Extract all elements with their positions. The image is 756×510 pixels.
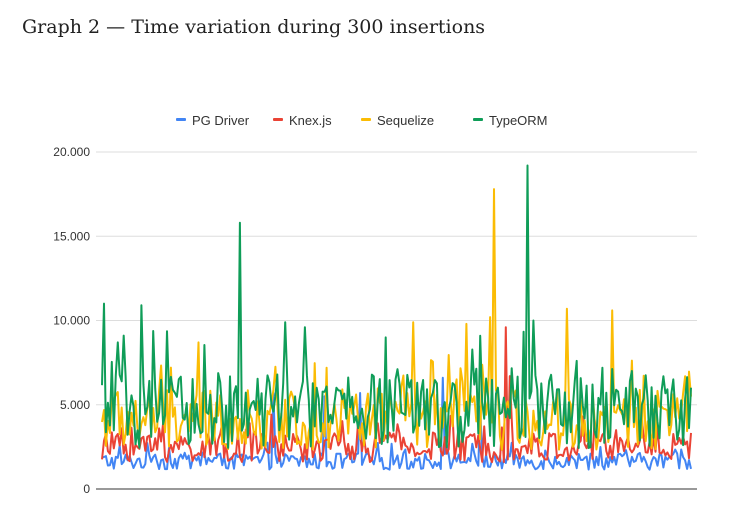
y-tick-label: 10.000	[53, 314, 90, 328]
legend-swatch-pg-driver	[176, 118, 186, 121]
legend-label-sequelize: Sequelize	[377, 113, 434, 128]
legend-label-knex-js: Knex.js	[289, 113, 332, 128]
legend-swatch-knex-js	[273, 118, 283, 121]
legend-swatch-sequelize	[361, 118, 371, 121]
series-line-typeorm	[101, 164, 692, 449]
y-tick-label: 0	[83, 482, 90, 496]
y-tick-label: 15.000	[53, 229, 90, 243]
figure-caption: Graph 2 — Time variation during 300 inse…	[22, 16, 486, 38]
legend-label-pg-driver: PG Driver	[192, 113, 250, 128]
legend-label-typeorm: TypeORM	[489, 113, 548, 128]
y-tick-label: 5.000	[60, 398, 90, 412]
legend-swatch-typeorm	[473, 118, 483, 121]
series-line-knex-js	[101, 326, 692, 464]
y-tick-label: 20.000	[53, 145, 90, 159]
